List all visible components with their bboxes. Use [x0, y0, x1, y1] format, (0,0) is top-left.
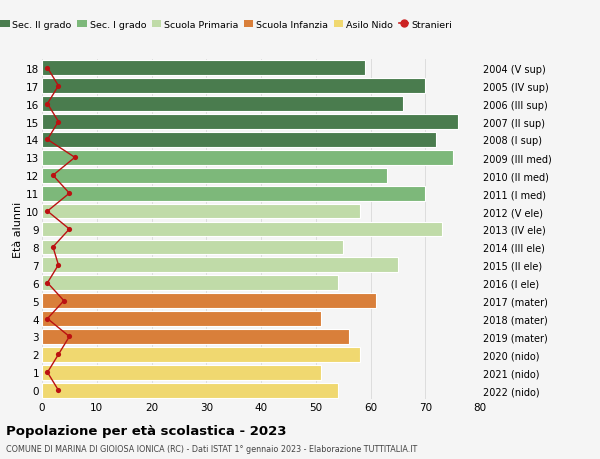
Point	[43, 65, 52, 72]
Point	[43, 315, 52, 323]
Point	[53, 387, 63, 394]
Y-axis label: Età alunni: Età alunni	[13, 202, 23, 257]
Bar	[42, 347, 359, 362]
Point	[53, 118, 63, 126]
Bar	[42, 258, 398, 273]
Point	[43, 208, 52, 215]
Point	[53, 262, 63, 269]
Bar	[42, 330, 349, 344]
Bar	[42, 365, 321, 380]
Point	[48, 244, 58, 251]
Bar	[42, 79, 425, 94]
Bar	[42, 151, 452, 165]
Point	[43, 101, 52, 108]
Bar	[42, 97, 403, 112]
Legend: Sec. II grado, Sec. I grado, Scuola Primaria, Scuola Infanzia, Asilo Nido, Stran: Sec. II grado, Sec. I grado, Scuola Prim…	[0, 17, 455, 34]
Point	[53, 83, 63, 90]
Bar	[42, 240, 343, 255]
Point	[43, 136, 52, 144]
Point	[70, 154, 80, 162]
Bar	[42, 276, 338, 291]
Bar	[42, 204, 359, 219]
Point	[43, 369, 52, 376]
Bar	[42, 383, 338, 397]
Bar	[42, 115, 458, 129]
Bar	[42, 168, 387, 183]
Bar	[42, 62, 365, 76]
Point	[48, 172, 58, 179]
Bar	[42, 133, 436, 147]
Bar	[42, 312, 321, 326]
Point	[43, 280, 52, 287]
Bar	[42, 222, 442, 237]
Text: Popolazione per età scolastica - 2023: Popolazione per età scolastica - 2023	[6, 425, 287, 437]
Point	[65, 333, 74, 341]
Point	[53, 351, 63, 358]
Point	[65, 190, 74, 197]
Point	[59, 297, 69, 305]
Point	[65, 226, 74, 233]
Text: COMUNE DI MARINA DI GIOIOSA IONICA (RC) - Dati ISTAT 1° gennaio 2023 - Elaborazi: COMUNE DI MARINA DI GIOIOSA IONICA (RC) …	[6, 444, 417, 453]
Bar	[42, 294, 376, 308]
Bar	[42, 186, 425, 201]
